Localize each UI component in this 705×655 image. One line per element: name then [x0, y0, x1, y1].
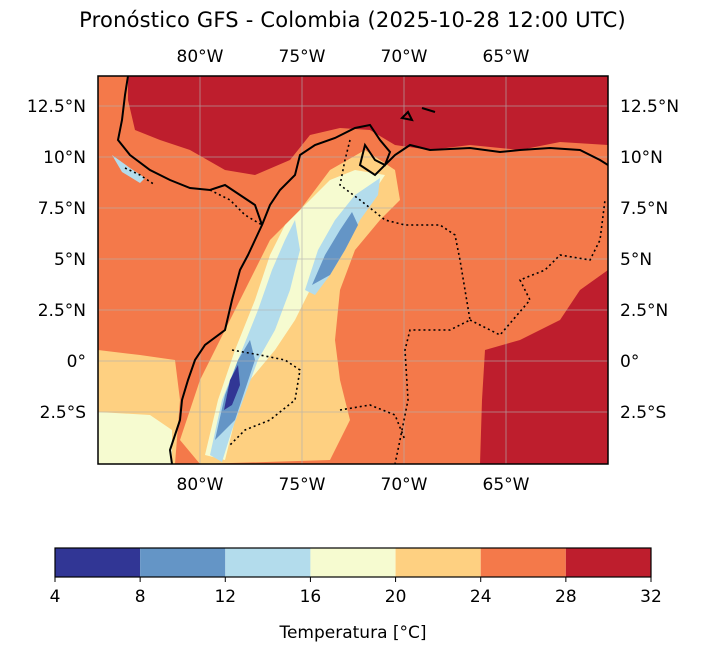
colorbar-tick-label: 32 — [640, 587, 662, 607]
lon-tick-top-70: 70°W — [381, 47, 428, 67]
lon-tick-top-80: 80°W — [177, 47, 224, 67]
colorbar-label: Temperatura [°C] — [278, 623, 426, 643]
lon-tick-top-75: 75°W — [279, 47, 326, 67]
colorbar-tick-label: 8 — [135, 587, 146, 607]
chart-title: Pronóstico GFS - Colombia (2025-10-28 12… — [79, 8, 626, 32]
lat-tick-right-2-5s: 2.5°S — [620, 403, 666, 423]
lat-tick-left-0: 0° — [67, 352, 86, 372]
colorbar-ticks: 4 8 12 16 20 24 28 32 — [50, 577, 662, 607]
lat-tick-left-12-5n: 12.5°N — [27, 97, 86, 117]
lat-tick-right-5n: 5°N — [620, 250, 652, 270]
map-frame — [97, 75, 609, 465]
field-16-20-pacific — [98, 412, 172, 464]
colorbar-tick-label: 28 — [555, 587, 577, 607]
lat-tick-left-5n: 5°N — [54, 250, 86, 270]
colorbar-frame — [54, 547, 652, 578]
colorbar-tick-label: 24 — [470, 587, 492, 607]
lon-tick-bottom-75: 75°W — [279, 475, 326, 495]
field-8-12-andes — [215, 212, 358, 440]
lat-tick-left-2-5s: 2.5°S — [40, 403, 86, 423]
colorbar — [55, 548, 651, 577]
lat-tick-left-7-5n: 7.5°N — [38, 199, 86, 219]
field-28-32-amazon — [480, 270, 608, 464]
temperature-field — [98, 76, 608, 464]
coastlines — [116, 76, 608, 464]
country-borders — [124, 139, 606, 464]
colorbar-bin-28-32 — [565, 548, 651, 577]
colorbar-bin-12-16 — [225, 548, 311, 577]
colorbar-bin-4-8 — [55, 548, 141, 577]
colorbar-bin-16-20 — [310, 548, 396, 577]
colorbar-bin-20-24 — [395, 548, 481, 577]
lon-tick-bottom-80: 80°W — [177, 475, 224, 495]
colorbar-tick-label: 12 — [214, 587, 236, 607]
lat-tick-left-10n: 10°N — [43, 148, 86, 168]
field-16-20-panama — [112, 155, 145, 183]
lat-tick-right-10n: 10°N — [620, 148, 663, 168]
gridlines — [98, 76, 608, 464]
colorbar-tick-label: 16 — [300, 587, 322, 607]
colorbar-bin-8-12 — [140, 548, 226, 577]
lat-tick-right-12-5n: 12.5°N — [620, 97, 679, 117]
colorbar-bin-24-28 — [480, 548, 566, 577]
field-4-8-andes — [224, 365, 240, 410]
lat-tick-right-0: 0° — [620, 352, 639, 372]
colorbar-tick-label: 20 — [385, 587, 407, 607]
lon-tick-top-65: 65°W — [483, 47, 530, 67]
lat-tick-right-7-5n: 7.5°N — [620, 199, 668, 219]
lon-tick-bottom-65: 65°W — [483, 475, 530, 495]
lat-tick-left-2-5n: 2.5°N — [38, 301, 86, 321]
lat-tick-right-2-5n: 2.5°N — [620, 301, 668, 321]
lon-tick-bottom-70: 70°W — [381, 475, 428, 495]
colorbar-tick-label: 4 — [50, 587, 61, 607]
field-16-20-andes — [205, 170, 385, 460]
